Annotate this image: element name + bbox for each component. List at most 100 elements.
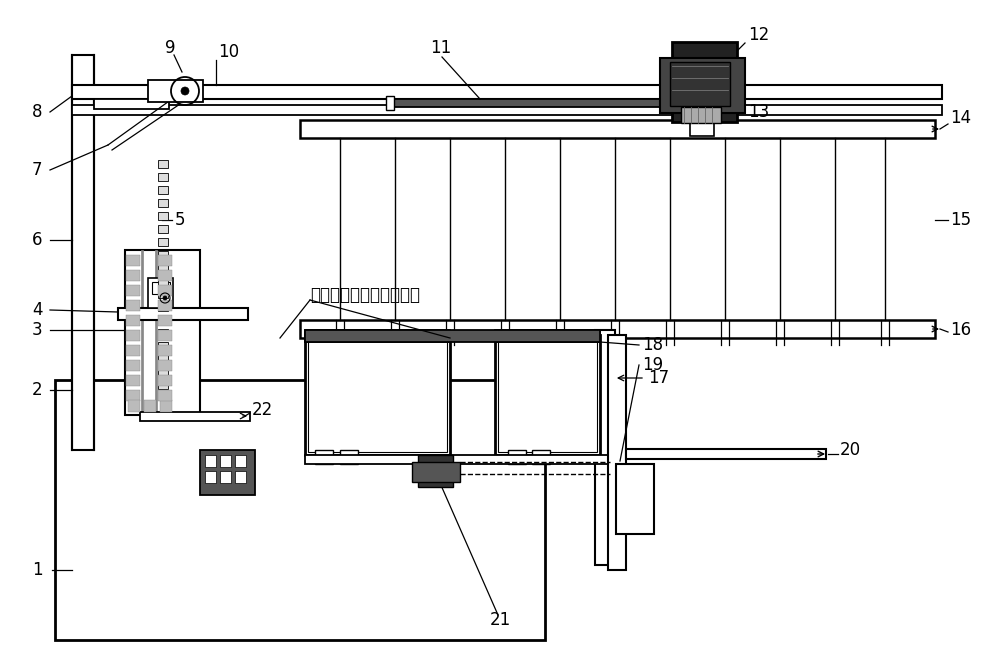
Bar bbox=[495, 330, 600, 342]
Bar bbox=[158, 251, 168, 259]
Text: 19: 19 bbox=[642, 356, 663, 374]
Bar bbox=[660, 58, 745, 113]
Bar bbox=[158, 255, 172, 266]
Bar bbox=[158, 375, 172, 386]
Bar bbox=[305, 330, 450, 342]
Text: 21: 21 bbox=[490, 611, 511, 629]
Text: 6: 6 bbox=[32, 231, 42, 249]
Bar bbox=[158, 225, 168, 233]
Bar bbox=[141, 250, 143, 415]
Bar bbox=[155, 250, 157, 415]
Bar bbox=[126, 360, 140, 371]
Bar bbox=[158, 342, 168, 350]
Text: 4: 4 bbox=[32, 301, 42, 319]
Text: 12: 12 bbox=[748, 26, 769, 44]
Bar bbox=[300, 320, 935, 338]
Bar bbox=[626, 449, 826, 459]
Bar bbox=[498, 338, 597, 452]
Bar bbox=[94, 99, 169, 109]
Bar bbox=[158, 329, 168, 337]
Bar bbox=[158, 345, 172, 356]
Bar bbox=[235, 471, 246, 483]
Bar bbox=[158, 300, 172, 311]
Bar bbox=[340, 450, 358, 464]
Bar bbox=[200, 450, 255, 495]
Bar bbox=[160, 400, 172, 412]
Bar bbox=[681, 107, 721, 123]
Text: 11: 11 bbox=[430, 39, 451, 57]
Bar bbox=[672, 42, 737, 122]
Bar bbox=[158, 173, 168, 181]
Bar bbox=[158, 315, 172, 326]
Bar bbox=[390, 99, 670, 107]
Bar bbox=[158, 290, 168, 298]
Bar bbox=[118, 308, 248, 320]
Bar bbox=[305, 455, 615, 464]
Bar bbox=[315, 450, 333, 464]
Text: 纳米微分子羊绒羊毛面料: 纳米微分子羊绒羊毛面料 bbox=[310, 286, 420, 304]
Bar bbox=[608, 335, 626, 570]
Bar bbox=[158, 264, 168, 272]
Bar bbox=[128, 400, 140, 412]
Bar bbox=[126, 255, 140, 266]
Text: 13: 13 bbox=[748, 103, 769, 121]
Bar bbox=[55, 380, 545, 640]
Bar bbox=[126, 330, 140, 341]
Bar bbox=[220, 455, 231, 467]
Bar bbox=[305, 335, 450, 455]
Bar bbox=[158, 199, 168, 207]
Bar bbox=[72, 85, 942, 99]
Bar bbox=[158, 285, 172, 296]
Text: 9: 9 bbox=[165, 39, 176, 57]
Bar bbox=[158, 330, 172, 341]
Bar bbox=[126, 270, 140, 281]
Text: 18: 18 bbox=[642, 336, 663, 354]
Bar bbox=[144, 400, 156, 412]
Bar bbox=[412, 462, 460, 482]
Circle shape bbox=[181, 87, 189, 95]
Bar bbox=[235, 455, 246, 467]
Bar bbox=[205, 455, 216, 467]
Text: 20: 20 bbox=[840, 441, 861, 459]
Bar bbox=[72, 55, 94, 450]
Text: 10: 10 bbox=[218, 43, 239, 61]
Text: 7: 7 bbox=[32, 161, 42, 179]
Text: 1: 1 bbox=[32, 561, 43, 579]
Bar bbox=[125, 250, 200, 415]
Circle shape bbox=[163, 296, 167, 300]
Bar bbox=[158, 368, 168, 376]
Text: 8: 8 bbox=[32, 103, 42, 121]
Bar bbox=[616, 464, 654, 534]
Bar bbox=[495, 335, 600, 455]
Bar bbox=[158, 360, 172, 371]
Bar bbox=[126, 285, 140, 296]
Bar bbox=[418, 455, 453, 487]
Bar bbox=[205, 471, 216, 483]
Bar bbox=[158, 277, 168, 285]
Bar bbox=[158, 381, 168, 389]
Bar bbox=[595, 330, 615, 565]
Text: 15: 15 bbox=[950, 211, 971, 229]
Bar bbox=[126, 315, 140, 326]
Bar bbox=[140, 412, 250, 421]
Bar bbox=[158, 160, 168, 168]
Bar bbox=[670, 62, 730, 106]
Bar bbox=[158, 186, 168, 194]
Text: 16: 16 bbox=[950, 321, 971, 339]
Bar bbox=[72, 105, 942, 115]
Bar bbox=[126, 375, 140, 386]
Bar bbox=[690, 120, 714, 136]
Bar bbox=[158, 238, 168, 246]
Text: 2: 2 bbox=[32, 381, 43, 399]
Bar bbox=[126, 390, 140, 401]
Bar bbox=[158, 390, 172, 401]
Text: 5: 5 bbox=[175, 211, 186, 229]
Bar bbox=[220, 471, 231, 483]
Bar bbox=[148, 80, 203, 102]
Bar bbox=[300, 120, 935, 138]
Bar bbox=[158, 303, 168, 311]
Bar bbox=[158, 212, 168, 220]
Bar bbox=[386, 96, 394, 110]
Bar bbox=[508, 450, 526, 464]
Bar bbox=[532, 450, 550, 464]
